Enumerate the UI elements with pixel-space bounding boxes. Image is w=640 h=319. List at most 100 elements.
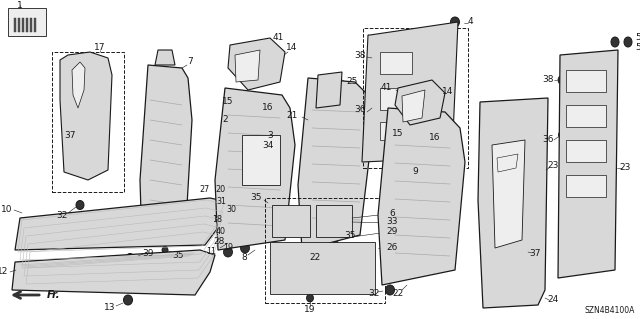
Ellipse shape (223, 247, 232, 257)
Ellipse shape (410, 125, 415, 138)
Text: 12: 12 (0, 268, 8, 277)
Polygon shape (22, 18, 24, 32)
Text: 35: 35 (250, 194, 262, 203)
Ellipse shape (76, 201, 84, 210)
Polygon shape (12, 250, 215, 295)
Polygon shape (140, 65, 192, 245)
Text: 27: 27 (200, 186, 210, 195)
Text: 5: 5 (635, 43, 640, 53)
Polygon shape (72, 62, 85, 108)
Text: 13: 13 (104, 303, 116, 313)
Text: 15: 15 (222, 98, 234, 107)
Text: 18: 18 (212, 216, 222, 225)
Text: 15: 15 (392, 129, 404, 137)
Text: 25: 25 (346, 78, 358, 86)
Polygon shape (362, 22, 458, 162)
Text: 16: 16 (429, 133, 441, 143)
Text: 3: 3 (267, 130, 273, 139)
Text: 32: 32 (56, 211, 68, 219)
Ellipse shape (374, 136, 381, 144)
Polygon shape (215, 88, 295, 250)
Ellipse shape (124, 295, 132, 305)
Ellipse shape (234, 227, 243, 237)
Text: 21: 21 (287, 110, 298, 120)
Text: 17: 17 (94, 42, 106, 51)
Text: 31: 31 (216, 197, 226, 206)
Text: 41: 41 (381, 84, 392, 93)
Ellipse shape (84, 125, 92, 135)
Text: 30: 30 (226, 205, 236, 214)
Text: 10: 10 (1, 205, 12, 214)
Text: 14: 14 (442, 87, 454, 97)
Text: 38: 38 (542, 76, 554, 85)
Text: 40: 40 (216, 227, 226, 236)
Text: 8: 8 (241, 254, 247, 263)
Text: 22: 22 (392, 288, 404, 298)
Polygon shape (18, 18, 20, 32)
Text: 23: 23 (547, 160, 559, 169)
Text: 26: 26 (387, 243, 397, 253)
Text: 24: 24 (547, 295, 559, 305)
Text: SZN4B4100A: SZN4B4100A (584, 306, 635, 315)
Polygon shape (14, 18, 16, 32)
Text: 19: 19 (223, 243, 233, 253)
Ellipse shape (332, 236, 338, 243)
Bar (242, 135, 280, 185)
Ellipse shape (611, 37, 619, 47)
Text: 19: 19 (304, 306, 316, 315)
Bar (316, 205, 352, 237)
Bar (566, 175, 606, 197)
Polygon shape (60, 52, 112, 180)
Ellipse shape (218, 185, 227, 195)
Text: 37: 37 (529, 249, 541, 257)
Ellipse shape (234, 185, 243, 195)
Polygon shape (558, 50, 618, 278)
Ellipse shape (234, 197, 243, 207)
Bar (270, 242, 375, 294)
Text: 16: 16 (262, 102, 274, 112)
Polygon shape (395, 80, 445, 125)
Polygon shape (30, 18, 32, 32)
Text: 23: 23 (620, 164, 630, 173)
Polygon shape (478, 98, 548, 308)
Text: 9: 9 (412, 167, 418, 176)
Ellipse shape (162, 247, 168, 254)
Text: 28: 28 (214, 238, 225, 247)
Text: 1: 1 (17, 1, 23, 10)
Text: 36: 36 (355, 106, 365, 115)
Text: 35: 35 (172, 250, 184, 259)
Polygon shape (228, 38, 285, 90)
Text: 33: 33 (387, 218, 397, 226)
Ellipse shape (241, 243, 250, 253)
Bar (566, 70, 606, 92)
Polygon shape (34, 18, 36, 32)
Text: 22: 22 (309, 254, 321, 263)
Text: 11: 11 (206, 248, 216, 256)
Text: 4: 4 (467, 18, 473, 26)
Text: 20: 20 (216, 186, 226, 195)
Text: 35: 35 (344, 232, 356, 241)
Ellipse shape (307, 294, 314, 302)
Ellipse shape (422, 129, 426, 142)
Text: 37: 37 (64, 130, 76, 139)
Text: 39: 39 (142, 249, 154, 257)
Polygon shape (15, 198, 228, 250)
Bar (566, 105, 606, 127)
Ellipse shape (559, 131, 566, 139)
Polygon shape (235, 50, 260, 82)
Polygon shape (155, 50, 175, 65)
Ellipse shape (558, 76, 566, 85)
Ellipse shape (374, 50, 382, 60)
Bar (566, 140, 606, 162)
Text: 36: 36 (542, 136, 554, 145)
Ellipse shape (624, 37, 632, 47)
Ellipse shape (230, 215, 239, 225)
Polygon shape (492, 140, 525, 248)
Polygon shape (316, 72, 342, 108)
Ellipse shape (374, 100, 382, 109)
Polygon shape (402, 90, 425, 122)
Polygon shape (298, 78, 372, 250)
Ellipse shape (126, 254, 134, 263)
Ellipse shape (253, 96, 259, 110)
Ellipse shape (159, 224, 165, 232)
